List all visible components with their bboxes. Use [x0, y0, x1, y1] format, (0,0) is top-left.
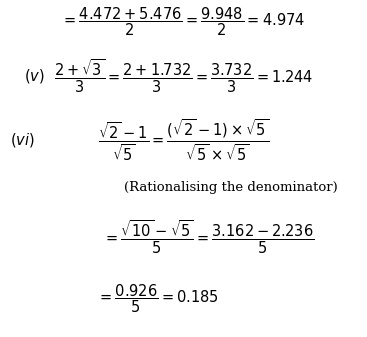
Text: $= \dfrac{0.926}{5} = 0.185$: $= \dfrac{0.926}{5} = 0.185$	[97, 282, 219, 314]
Text: $= \dfrac{\sqrt{10}-\sqrt{5}}{5} = \dfrac{3.162-2.236}{5}$: $= \dfrac{\sqrt{10}-\sqrt{5}}{5} = \dfra…	[103, 219, 315, 256]
Text: $\dfrac{2+\sqrt{3}}{3} = \dfrac{2+1.732}{3} = \dfrac{3.732}{3} = 1.244$: $\dfrac{2+\sqrt{3}}{3} = \dfrac{2+1.732}…	[54, 57, 313, 95]
Text: $\dfrac{\sqrt{2}-1}{\sqrt{5}} = \dfrac{(\sqrt{2}-1)\times\sqrt{5}}{\sqrt{5}\time: $\dfrac{\sqrt{2}-1}{\sqrt{5}} = \dfrac{(…	[98, 117, 269, 162]
Text: $(v)$: $(v)$	[24, 67, 45, 85]
Text: $(vi)$: $(vi)$	[10, 131, 35, 149]
Text: (Rationalising the denominator): (Rationalising the denominator)	[124, 181, 338, 193]
Text: $= \dfrac{4.472 + 5.476}{2} = \dfrac{9.948}{2} = 4.974$: $= \dfrac{4.472 + 5.476}{2} = \dfrac{9.9…	[62, 6, 305, 38]
